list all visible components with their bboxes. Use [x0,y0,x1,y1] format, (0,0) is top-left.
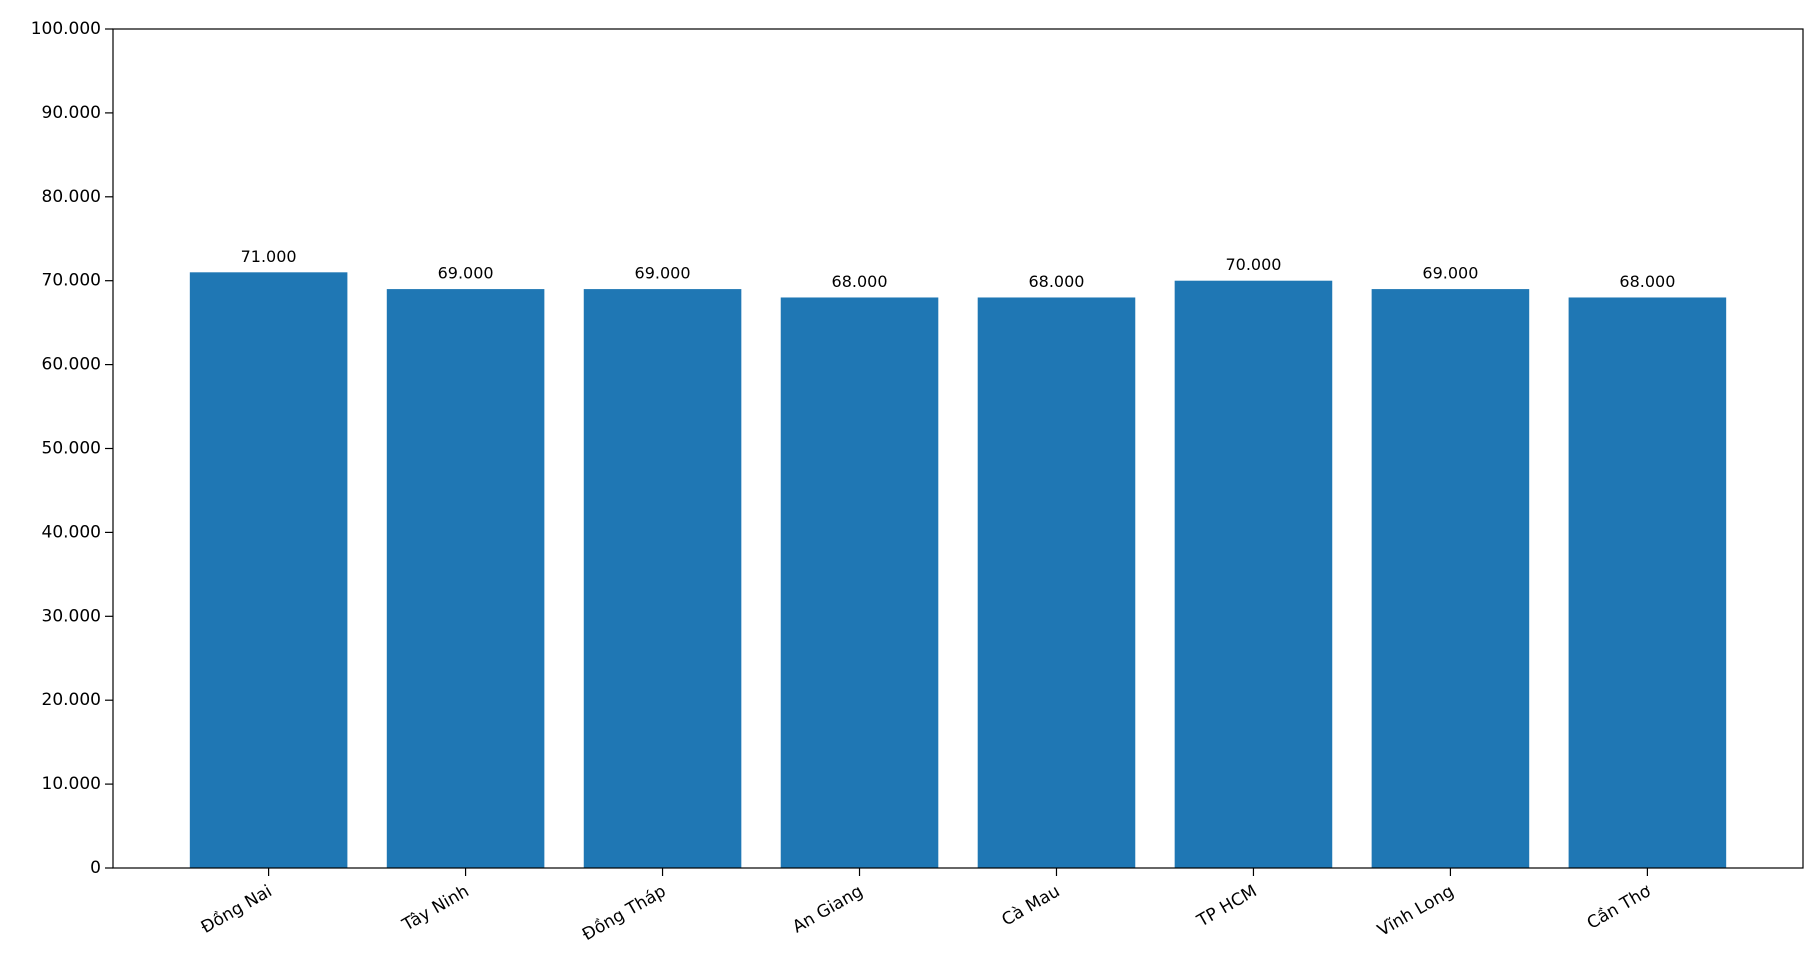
x-tick-label: TP HCM [1193,881,1260,932]
y-tick-label: 100.000 [31,19,101,39]
x-tick-label: An Giang [789,881,866,937]
x-tick-label: Đồng Tháp [579,880,670,945]
x-tick-label: Vĩnh Long [1374,881,1457,941]
y-tick-label: 0 [90,858,101,878]
value-label: 68.000 [1619,272,1675,291]
y-tick-label: 30.000 [42,606,101,626]
y-tick-label: 90.000 [42,103,101,123]
bar [386,289,545,869]
bar [1174,280,1333,868]
value-label: 70.000 [1225,255,1281,274]
value-label: 69.000 [1422,264,1478,283]
x-tick-label: Đồng Nai [197,880,275,937]
bar [1371,289,1530,869]
bar [780,297,939,869]
value-label: 69.000 [438,264,494,283]
bar [189,272,348,868]
y-tick-label: 20.000 [42,690,101,710]
x-tick-label: Cà Mau [998,881,1063,930]
y-tick-label: 40.000 [42,522,101,542]
bar [583,289,742,869]
y-tick-label: 70.000 [42,271,101,291]
plot-frame [112,28,1804,869]
value-label: 68.000 [832,272,888,291]
x-tick-label: Tây Ninh [398,881,472,935]
y-tick-label: 10.000 [42,774,101,794]
y-tick-label: 50.000 [42,439,101,459]
value-label: 71.000 [241,247,297,266]
bar [977,297,1136,869]
value-label: 69.000 [635,264,691,283]
y-tick-label: 60.000 [42,355,101,375]
x-tick-label: Cần Thơ [1583,880,1655,933]
y-tick-label: 80.000 [42,187,101,207]
value-label: 68.000 [1028,272,1084,291]
bar [1568,297,1727,869]
